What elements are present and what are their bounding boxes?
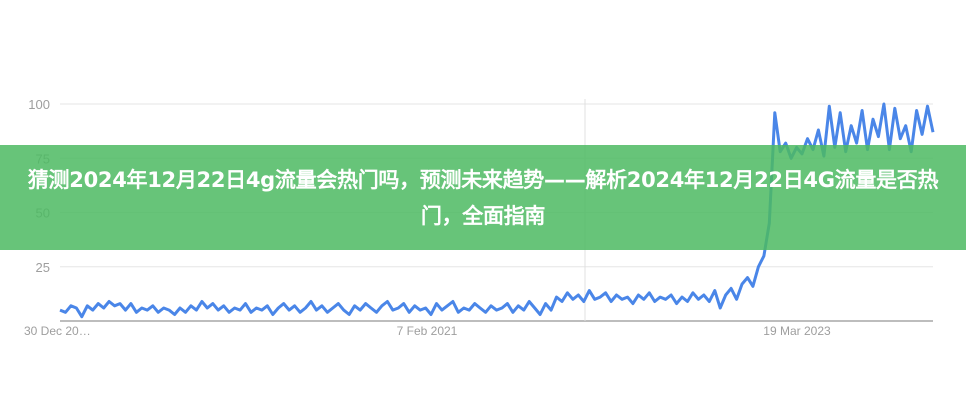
title-banner: 猜测2024年12月22日4g流量会热门吗，预测未来趋势——解析2024年12月… <box>0 145 966 250</box>
y-tick-label: 25 <box>36 260 50 275</box>
x-tick-label: 30 Dec 20… <box>24 324 91 338</box>
x-tick-label: 7 Feb 2021 <box>397 324 458 338</box>
article-title: 猜测2024年12月22日4g流量会热门吗，预测未来趋势——解析2024年12月… <box>27 167 939 228</box>
x-tick-label: 19 Mar 2023 <box>763 324 831 338</box>
y-tick-label: 100 <box>28 97 50 112</box>
